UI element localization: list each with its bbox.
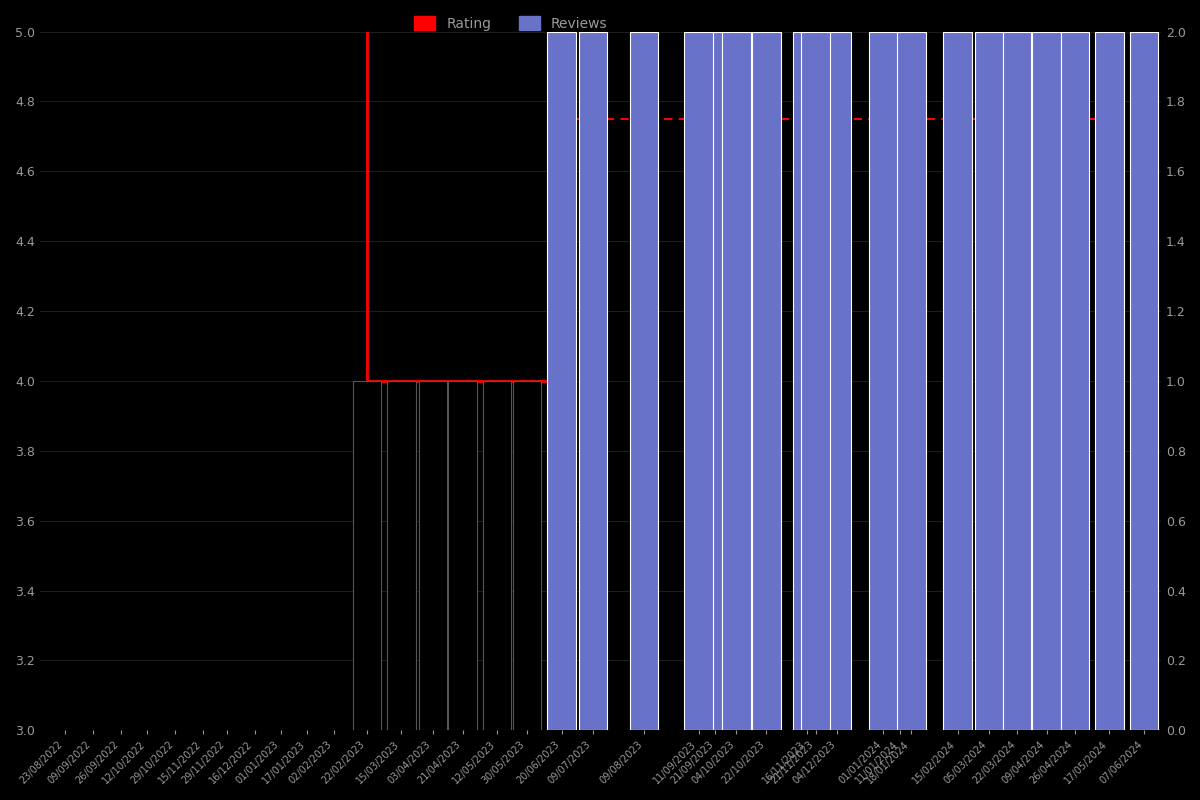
Bar xyxy=(449,381,476,730)
Bar xyxy=(482,381,511,730)
Bar xyxy=(1003,31,1031,730)
Bar xyxy=(388,381,415,730)
Bar xyxy=(353,381,382,730)
Bar xyxy=(1130,31,1158,730)
Bar xyxy=(578,31,607,730)
Bar xyxy=(943,31,972,730)
Bar xyxy=(752,31,780,730)
Bar xyxy=(512,381,541,730)
Bar xyxy=(1061,31,1090,730)
Bar xyxy=(419,381,448,730)
Bar xyxy=(701,31,730,730)
Bar xyxy=(898,31,925,730)
Bar xyxy=(547,31,576,730)
Bar xyxy=(722,31,751,730)
Bar xyxy=(869,31,898,730)
Legend: Rating, Reviews: Rating, Reviews xyxy=(409,10,613,37)
Bar xyxy=(684,31,713,730)
Bar xyxy=(1032,31,1061,730)
Bar xyxy=(793,31,822,730)
Bar xyxy=(886,31,914,730)
Bar xyxy=(630,31,659,730)
Bar xyxy=(974,31,1003,730)
Bar xyxy=(802,31,830,730)
Bar xyxy=(823,31,852,730)
Bar xyxy=(1096,31,1123,730)
